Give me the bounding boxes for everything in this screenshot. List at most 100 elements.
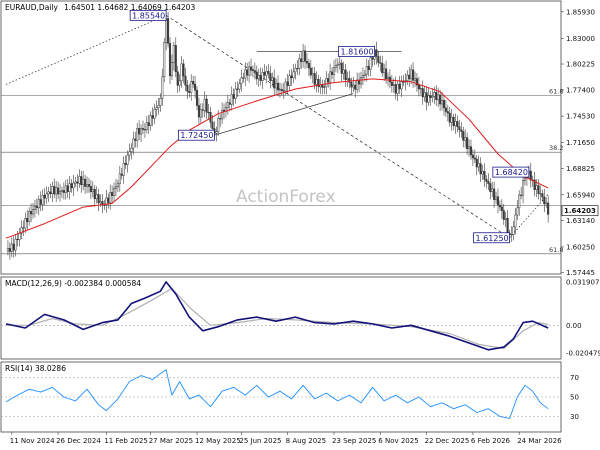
- x-tick-5: 25 Jun 2025: [239, 437, 281, 445]
- chart-title: EURAUD,Daily: [5, 3, 58, 12]
- candle-body-96: [190, 81, 193, 93]
- candle-body-272: [529, 170, 532, 181]
- candle-body-217: [423, 92, 426, 98]
- candle-body-165: [323, 86, 326, 88]
- candle-body-265: [516, 207, 519, 216]
- candle-body-21: [45, 193, 48, 199]
- candle-body-279: [543, 196, 546, 205]
- price-tick-8: 1.63140: [566, 217, 595, 225]
- candle-body-112: [221, 109, 224, 120]
- candle-body-23: [49, 191, 52, 194]
- candle-body-177: [346, 78, 349, 81]
- rsi-title: RSI(14) 38.0286: [5, 364, 66, 373]
- candle-body-86: [170, 62, 173, 77]
- candle-body-49: [99, 201, 102, 204]
- candle-body-103: [203, 98, 206, 111]
- candle-body-159: [311, 73, 314, 76]
- x-tick-6: 8 Aug 2025: [286, 437, 326, 445]
- candle-body-36: [74, 181, 77, 184]
- candle-body-203: [396, 83, 399, 94]
- candle-body-85: [168, 42, 172, 77]
- rsi-tick-30: 30: [570, 413, 579, 421]
- candle-body-75: [149, 115, 152, 126]
- candle-body-184: [359, 77, 363, 85]
- candle-body-185: [361, 75, 364, 78]
- watermark: ActionForex: [236, 187, 336, 207]
- candle-body-4: [12, 243, 15, 251]
- candle-body-134: [263, 71, 266, 76]
- candle-body-250: [487, 181, 490, 184]
- candle-body-174: [340, 62, 343, 74]
- x-tick-10: 6 Feb 2026: [471, 437, 511, 445]
- candle-body-77: [153, 109, 156, 119]
- candle-body-146: [286, 81, 289, 87]
- candle-body-154: [302, 50, 305, 63]
- candle-body-267: [520, 194, 523, 196]
- candle-body-182: [356, 79, 359, 90]
- candle-body-145: [284, 81, 287, 92]
- candle-body-218: [425, 92, 428, 103]
- price-tick-3: 1.77400: [566, 86, 595, 94]
- candle-body-198: [386, 76, 390, 79]
- candle-body-48: [97, 194, 100, 204]
- candle-body-65: [130, 147, 133, 152]
- candle-body-40: [82, 178, 85, 185]
- x-tick-4: 12 May 2025: [195, 437, 241, 445]
- candle-body-55: [111, 192, 114, 196]
- x-tick-8: 6 Nov 2025: [378, 437, 418, 445]
- candle-body-18: [39, 199, 42, 205]
- candle-body-38: [78, 176, 81, 184]
- candle-body-84: [167, 18, 170, 44]
- candle-body-47: [95, 194, 98, 200]
- candle-body-199: [388, 76, 391, 83]
- candle-body-228: [444, 107, 447, 112]
- candle-body-54: [109, 192, 112, 203]
- candle-body-163: [319, 84, 322, 88]
- candle-body-111: [219, 118, 222, 120]
- candle-body-275: [535, 185, 538, 190]
- candle-body-116: [228, 102, 231, 105]
- candle-body-61: [122, 162, 125, 176]
- candle-body-14: [31, 209, 35, 215]
- macd-tick-2: -0.020479: [566, 350, 600, 358]
- candle-body-230: [448, 112, 451, 123]
- candle-body-201: [392, 84, 395, 86]
- candle-body-94: [186, 84, 189, 92]
- candle-body-59: [118, 173, 121, 184]
- candle-body-186: [363, 73, 366, 76]
- candle-body-104: [205, 98, 208, 113]
- price-tick-0: 1.85930: [566, 8, 595, 16]
- trendline-2: [509, 194, 549, 238]
- candle-body-276: [537, 185, 540, 194]
- candle-body-225: [439, 94, 442, 105]
- macd-tick-0: 0.031907: [566, 278, 599, 286]
- candle-body-157: [307, 62, 310, 69]
- candle-body-153: [300, 58, 303, 63]
- candle-body-79: [157, 105, 160, 108]
- candle-body-73: [145, 122, 148, 130]
- current-price-box: [561, 205, 599, 217]
- candle-body-34: [70, 183, 73, 189]
- candle-body-78: [155, 107, 158, 110]
- candle-body-10: [24, 217, 27, 229]
- candle-body-110: [217, 118, 220, 133]
- candle-body-83: [165, 18, 168, 43]
- candle-body-155: [303, 50, 307, 62]
- candle-body-126: [248, 66, 251, 76]
- candle-body-169: [331, 71, 334, 75]
- candle-body-93: [184, 75, 187, 86]
- x-tick-11: 24 Mar 2026: [517, 437, 562, 445]
- candle-body-7: [18, 232, 21, 240]
- candle-body-3: [10, 243, 13, 252]
- candle-body-41: [84, 178, 87, 187]
- candle-body-249: [485, 179, 488, 182]
- candle-body-210: [410, 69, 413, 80]
- annotation-box-0: [129, 9, 167, 21]
- candle-body-205: [400, 81, 403, 90]
- candle-body-221: [431, 96, 434, 98]
- candle-body-43: [87, 184, 91, 187]
- candle-body-216: [421, 88, 424, 98]
- ohlc-readout: 1.64501 1.64682 1.64069 1.64203: [64, 3, 195, 12]
- x-tick-1: 26 Dec 2024: [56, 437, 101, 445]
- candle-body-212: [413, 78, 417, 81]
